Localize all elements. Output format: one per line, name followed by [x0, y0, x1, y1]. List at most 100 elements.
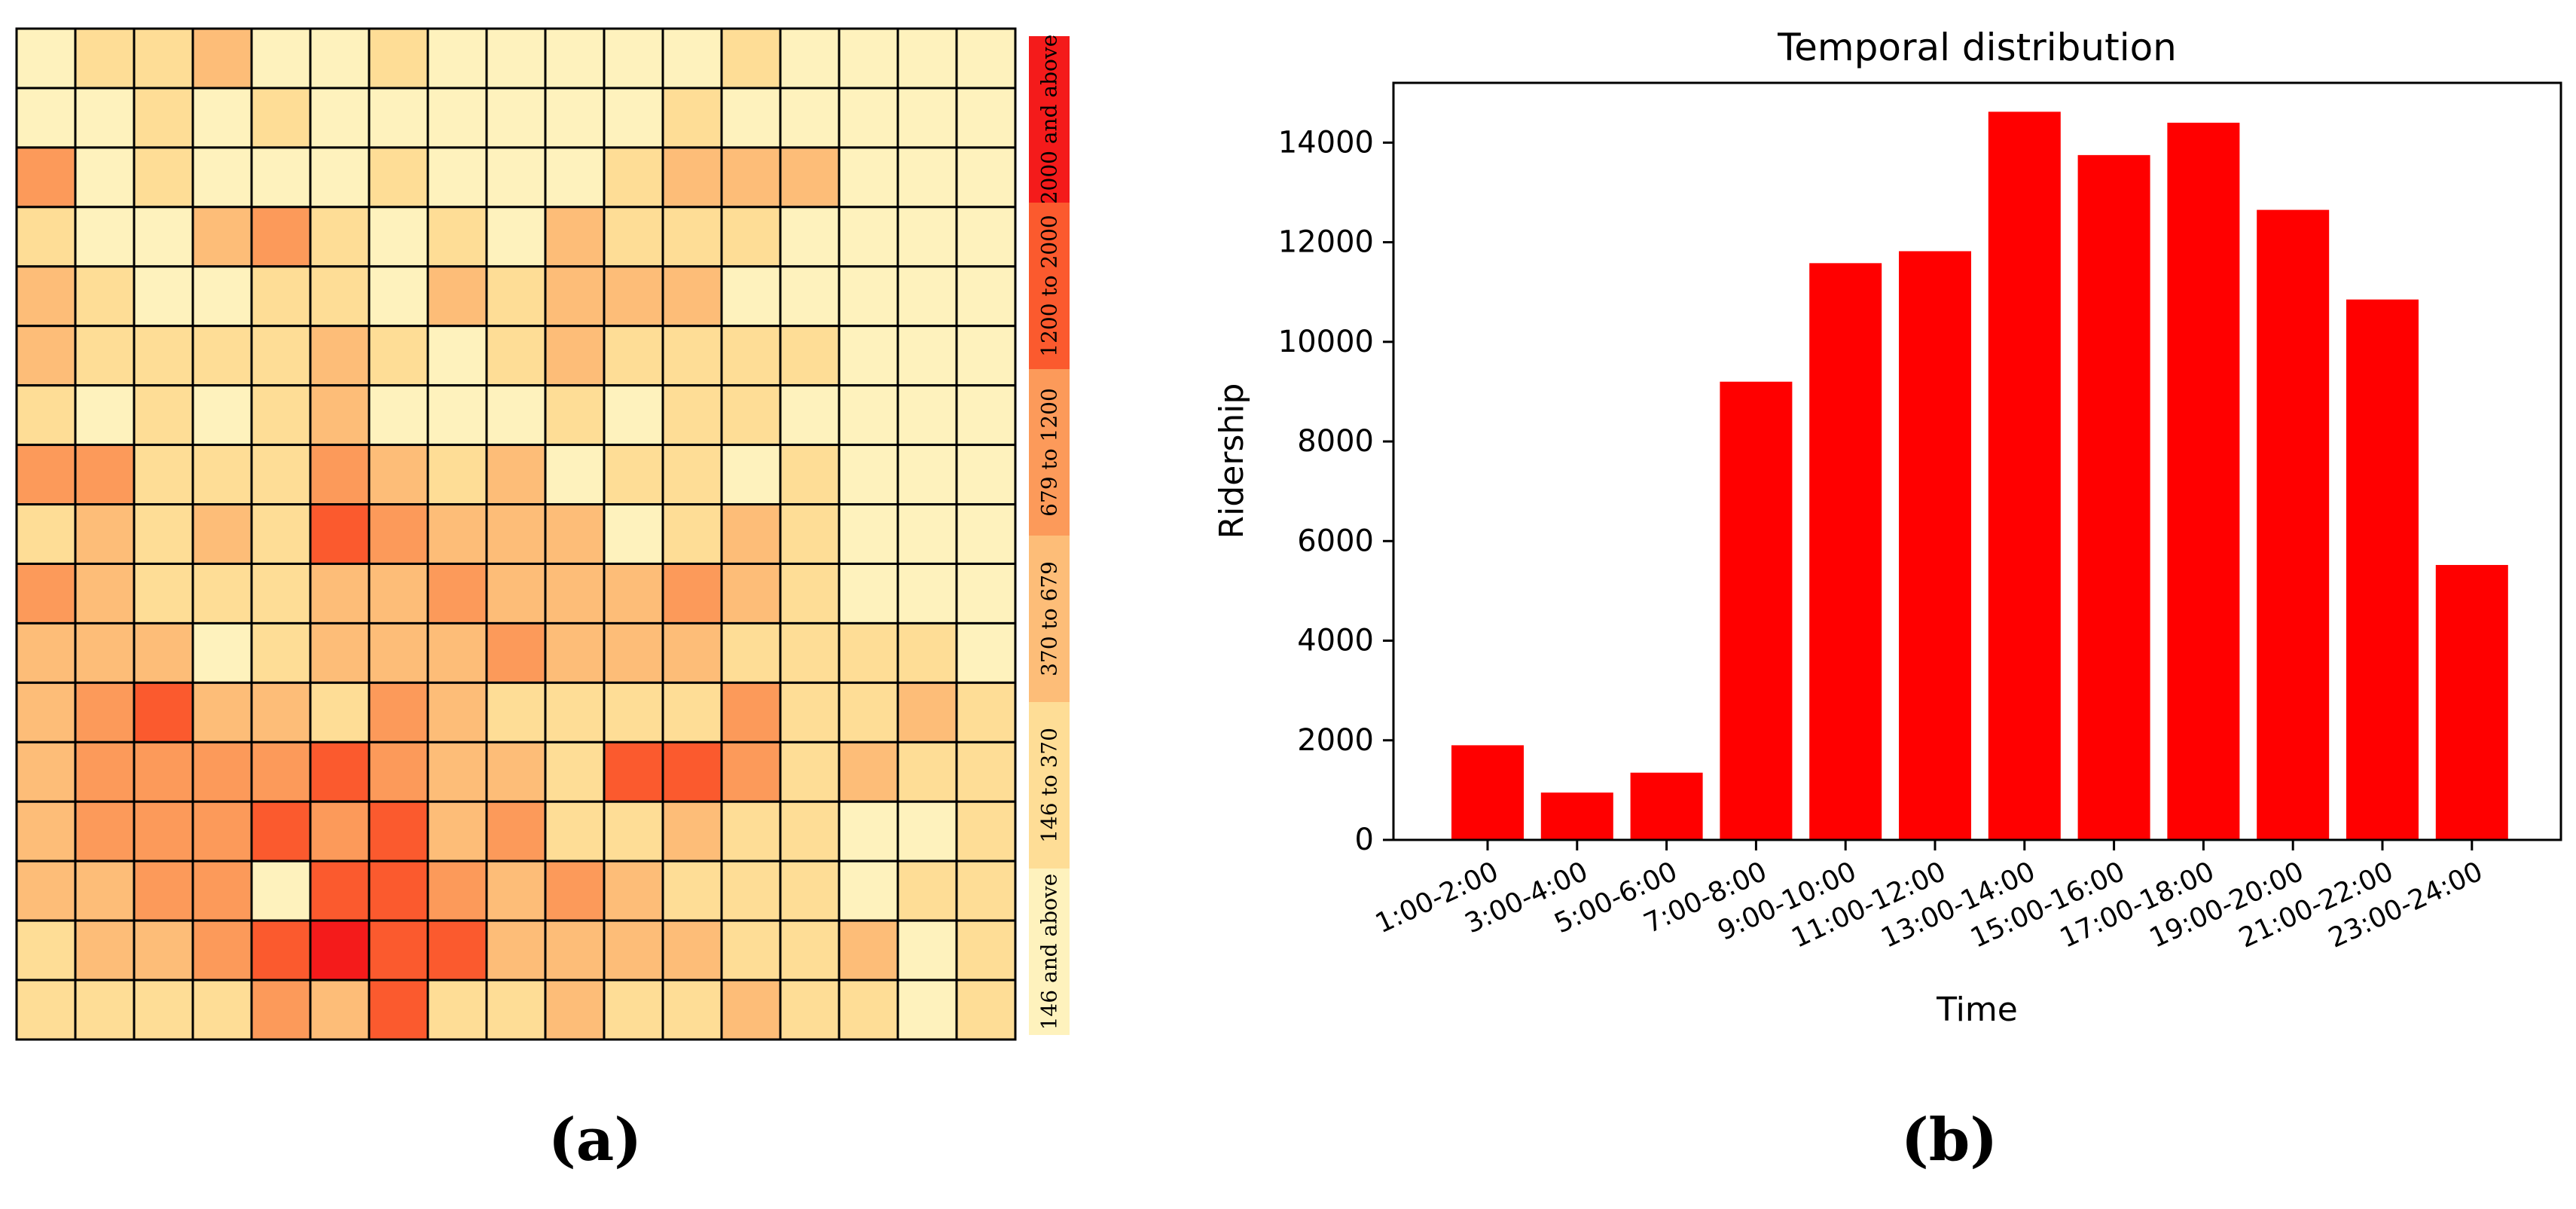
heatmap-cell [426, 621, 488, 684]
heatmap-cell [15, 146, 77, 209]
bar [1988, 111, 2061, 840]
heatmap-cell [896, 444, 958, 506]
heatmap-cell [250, 146, 312, 209]
heatmap-cell [896, 740, 958, 803]
heatmap-cell [133, 621, 194, 684]
heatmap-cell [250, 562, 312, 624]
heatmap-cell [191, 800, 253, 862]
heatmap-cell [544, 681, 606, 743]
heatmap-cell [74, 27, 136, 90]
bar [1451, 745, 1524, 840]
heatmap-cell [368, 27, 429, 90]
heatmap-cell [720, 27, 782, 90]
heatmap-cell [15, 919, 77, 982]
heatmap-cell [250, 265, 312, 328]
heatmap-cell [133, 325, 194, 387]
heatmap-cell [133, 27, 194, 90]
heatmap-cell [191, 325, 253, 387]
heatmap-cell [544, 800, 606, 862]
heatmap-cell [661, 265, 723, 328]
heatmap-cell [15, 562, 77, 624]
heatmap-cell [661, 740, 723, 803]
heatmap-cell [661, 384, 723, 447]
heatmap-cell [955, 206, 1017, 268]
heatmap-cell [544, 146, 606, 209]
heatmap-cell [720, 919, 782, 982]
heatmap-cell [74, 919, 136, 982]
heatmap-cell [544, 562, 606, 624]
heatmap-cell [426, 146, 488, 209]
heatmap-cell [191, 444, 253, 506]
heatmap-cell [661, 325, 723, 387]
heatmap-cell [955, 919, 1017, 982]
heatmap-cell [603, 562, 664, 624]
heatmap-cell [720, 562, 782, 624]
heatmap-cell [74, 265, 136, 328]
heatmap-cell [955, 740, 1017, 803]
heatmap-cell [779, 919, 841, 982]
heatmap-cell [544, 621, 606, 684]
heatmap-cell [309, 562, 371, 624]
heatmap-cell [368, 859, 429, 922]
heatmap-cell [191, 859, 253, 922]
heatmap-cell [779, 444, 841, 506]
heatmap-cell [838, 444, 899, 506]
heatmap-cell [544, 27, 606, 90]
heatmap-cell [309, 444, 371, 506]
heatmap-cell [603, 27, 664, 90]
heatmap-cell [426, 325, 488, 387]
heatmap-cell [368, 325, 429, 387]
heatmap-cell [896, 978, 958, 1041]
heatmap-cell [485, 621, 547, 684]
heatmap-cell [191, 503, 253, 565]
heatmap-cell [250, 325, 312, 387]
heatmap-cell [426, 978, 488, 1041]
heatmap-cell [133, 503, 194, 565]
chart-title: Temporal distribution [1777, 26, 2177, 69]
heatmap-cell [426, 859, 488, 922]
legend-swatch [1029, 369, 1070, 536]
heatmap-cell [603, 740, 664, 803]
heatmap-cell [74, 681, 136, 743]
heatmap-cell [309, 206, 371, 268]
heatmap-cell [955, 800, 1017, 862]
heatmap-cell [426, 384, 488, 447]
heatmap-cell [779, 27, 841, 90]
heatmap-cell [838, 978, 899, 1041]
heatmap-cell [485, 859, 547, 922]
heatmap-cell [896, 562, 958, 624]
heatmap-cell [133, 681, 194, 743]
heatmap-cell [15, 444, 77, 506]
heatmap-cell [74, 325, 136, 387]
heatmap-cell [838, 265, 899, 328]
heatmap-cell [544, 206, 606, 268]
heatmap-cell [309, 978, 371, 1041]
heatmap-cell [191, 681, 253, 743]
y-axis: 0 2000 4000 6000 8000 10000 12000 14000 [1278, 125, 1393, 857]
heatmap-cell [955, 265, 1017, 328]
heatmap-cell [74, 621, 136, 684]
heatmap-cell [368, 978, 429, 1041]
heatmap-cell [603, 859, 664, 922]
heatmap-cell [955, 87, 1017, 149]
heatmap-cell [896, 27, 958, 90]
heatmap-cell [426, 265, 488, 328]
heatmap-cell [896, 859, 958, 922]
heatmap-cell [603, 206, 664, 268]
heatmap-cell [661, 800, 723, 862]
heatmap-cell [720, 87, 782, 149]
heatmap-cell [779, 740, 841, 803]
heatmap-cell [896, 265, 958, 328]
bar [2167, 122, 2240, 841]
heatmap-cell [426, 681, 488, 743]
heatmap-cell [368, 562, 429, 624]
heatmap-cell [250, 384, 312, 447]
heatmap-cell [368, 740, 429, 803]
heatmap-cell [720, 325, 782, 387]
heatmap-cell [426, 562, 488, 624]
y-tick-label: 2000 [1297, 723, 1374, 758]
heatmap-cell [309, 325, 371, 387]
heatmap-cell [720, 800, 782, 862]
heatmap-cell [720, 859, 782, 922]
heatmap-cell [838, 325, 899, 387]
